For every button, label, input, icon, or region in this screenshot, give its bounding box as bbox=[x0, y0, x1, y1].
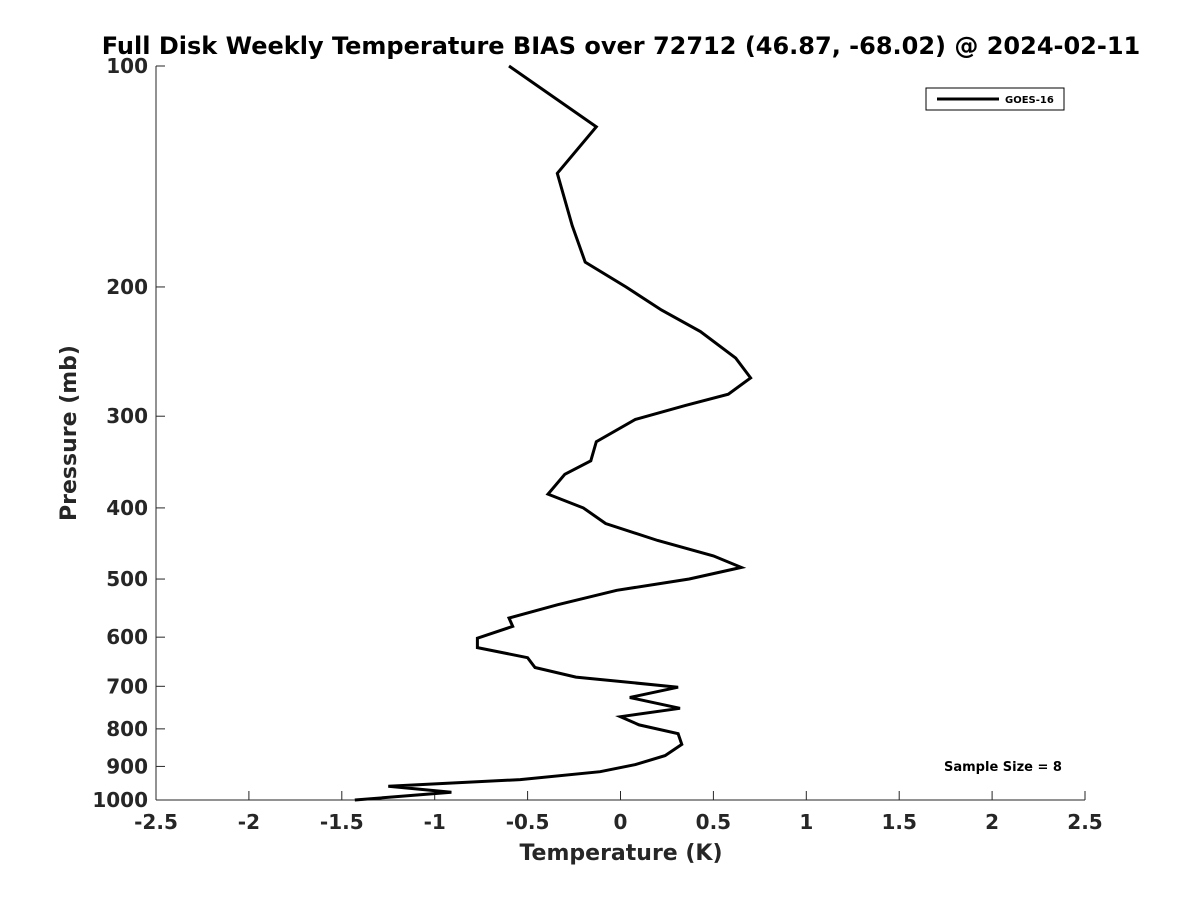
y-axis-ticks: 100 200 300 400 500 600 700 800 900 1000 bbox=[92, 54, 165, 812]
y-tick-label: 900 bbox=[106, 754, 148, 778]
legend-label: GOES-16 bbox=[1005, 95, 1054, 106]
y-tick-label: 200 bbox=[106, 275, 148, 299]
x-tick-label: 1.5 bbox=[881, 810, 916, 834]
x-tick-label: -2 bbox=[238, 810, 260, 834]
sample-size-annotation: Sample Size = 8 bbox=[944, 760, 1062, 775]
x-tick-label: 2 bbox=[985, 810, 999, 834]
series-layer bbox=[354, 64, 753, 802]
x-tick-label: -2.5 bbox=[134, 810, 178, 834]
chart-title: Full Disk Weekly Temperature BIAS over 7… bbox=[102, 32, 1141, 60]
y-tick-label: 400 bbox=[106, 496, 148, 520]
y-tick-label: 500 bbox=[106, 567, 148, 591]
x-tick-label: -1 bbox=[424, 810, 446, 834]
x-axis-title: Temperature (K) bbox=[519, 841, 722, 866]
y-tick-label: 1000 bbox=[92, 788, 148, 812]
y-tick-label: 600 bbox=[106, 625, 148, 649]
series-line-goes-16 bbox=[354, 64, 753, 802]
x-tick-label: -0.5 bbox=[506, 810, 550, 834]
y-tick-label: 100 bbox=[106, 54, 148, 78]
x-axis-ticks: -2.5 -2 -1.5 -1 -0.5 0 0.5 1 1.5 2 2.5 bbox=[134, 791, 1103, 834]
legend: GOES-16 bbox=[925, 87, 1065, 111]
x-tick-label: 2.5 bbox=[1067, 810, 1102, 834]
x-tick-label: 0.5 bbox=[696, 810, 731, 834]
x-tick-label: 0 bbox=[614, 810, 628, 834]
x-tick-label: -1.5 bbox=[320, 810, 364, 834]
y-tick-label: 700 bbox=[106, 674, 148, 698]
y-tick-label: 800 bbox=[106, 717, 148, 741]
y-axis-title: Pressure (mb) bbox=[57, 345, 82, 521]
y-tick-label: 300 bbox=[106, 404, 148, 428]
x-tick-label: 1 bbox=[799, 810, 813, 834]
